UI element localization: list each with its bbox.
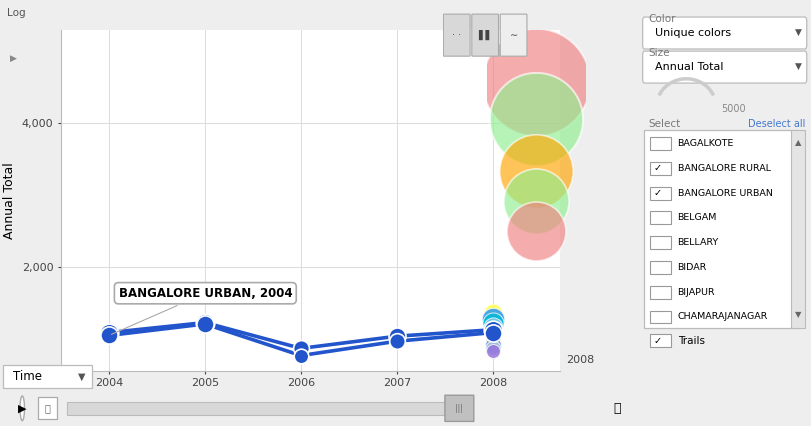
Text: ▶: ▶ xyxy=(18,403,27,413)
Point xyxy=(198,319,211,326)
Text: BIDAR: BIDAR xyxy=(676,263,706,272)
Text: CHAMARAJANAGAR: CHAMARAJANAGAR xyxy=(676,312,767,322)
Point xyxy=(486,326,499,333)
Point xyxy=(486,327,499,334)
Circle shape xyxy=(20,396,24,421)
Text: BELLARY: BELLARY xyxy=(676,238,718,247)
FancyBboxPatch shape xyxy=(500,14,526,56)
Text: ✓: ✓ xyxy=(653,336,661,346)
Text: ▌▌: ▌▌ xyxy=(477,30,492,40)
Point xyxy=(294,345,307,352)
FancyBboxPatch shape xyxy=(649,286,670,299)
Point xyxy=(294,352,307,359)
Point xyxy=(486,339,499,345)
Text: BANGALORE URBAN, 2004: BANGALORE URBAN, 2004 xyxy=(111,287,292,334)
Text: Time: Time xyxy=(13,370,41,383)
Text: BELGAM: BELGAM xyxy=(676,213,716,222)
Point xyxy=(486,333,499,340)
Point xyxy=(529,227,542,234)
Text: 5000: 5000 xyxy=(720,104,744,114)
Text: BAGALKOTE: BAGALKOTE xyxy=(676,139,733,148)
FancyBboxPatch shape xyxy=(649,311,670,323)
Text: Unique colors: Unique colors xyxy=(654,28,730,38)
Point xyxy=(486,348,499,355)
Point xyxy=(486,310,499,317)
Point xyxy=(529,116,542,123)
Point xyxy=(102,329,115,336)
Text: Size: Size xyxy=(647,48,668,58)
FancyBboxPatch shape xyxy=(471,14,498,56)
Text: ▲: ▲ xyxy=(794,138,800,147)
Text: ▼: ▼ xyxy=(794,311,800,320)
FancyBboxPatch shape xyxy=(649,187,670,199)
Point xyxy=(390,338,403,345)
Text: Deselect all: Deselect all xyxy=(747,118,804,129)
Text: Trails: Trails xyxy=(676,336,704,346)
Text: Log: Log xyxy=(6,8,25,18)
Text: BIJAPUR: BIJAPUR xyxy=(676,288,714,296)
Text: ⏭: ⏭ xyxy=(45,403,50,413)
FancyBboxPatch shape xyxy=(649,334,670,347)
Point xyxy=(390,333,403,340)
FancyBboxPatch shape xyxy=(3,365,92,389)
Text: ▶: ▶ xyxy=(10,54,17,63)
Point xyxy=(529,78,542,85)
FancyBboxPatch shape xyxy=(649,236,670,249)
Text: 2008: 2008 xyxy=(565,355,593,365)
Point xyxy=(486,323,499,330)
Text: ✓: ✓ xyxy=(653,188,661,198)
Text: Color: Color xyxy=(647,14,675,24)
Point xyxy=(486,316,499,322)
Point xyxy=(486,320,499,327)
FancyBboxPatch shape xyxy=(649,211,670,224)
Text: |||: ||| xyxy=(455,404,463,413)
FancyBboxPatch shape xyxy=(642,51,806,83)
FancyBboxPatch shape xyxy=(443,14,470,56)
Text: Annual Total: Annual Total xyxy=(654,62,723,72)
FancyBboxPatch shape xyxy=(644,130,797,328)
Text: ▼: ▼ xyxy=(794,28,800,37)
Text: ▼: ▼ xyxy=(78,372,86,382)
Point xyxy=(486,330,499,337)
Point xyxy=(529,198,542,204)
Text: BANGALORE RURAL: BANGALORE RURAL xyxy=(676,164,770,173)
Point xyxy=(486,345,499,351)
FancyBboxPatch shape xyxy=(67,402,467,414)
Point xyxy=(486,336,499,343)
Text: Select: Select xyxy=(647,118,680,129)
Point xyxy=(486,342,499,348)
Text: 🔧: 🔧 xyxy=(612,402,620,415)
Point xyxy=(486,329,499,336)
FancyBboxPatch shape xyxy=(444,395,473,421)
FancyBboxPatch shape xyxy=(38,397,58,419)
Point xyxy=(198,321,211,328)
Text: ∼: ∼ xyxy=(508,30,517,40)
Text: ▼: ▼ xyxy=(794,62,800,72)
FancyBboxPatch shape xyxy=(649,162,670,175)
Point xyxy=(529,168,542,175)
Point xyxy=(102,332,115,339)
Text: · ·: · · xyxy=(452,30,461,40)
FancyBboxPatch shape xyxy=(790,130,804,328)
Text: BANGALORE URBAN: BANGALORE URBAN xyxy=(676,189,771,198)
FancyBboxPatch shape xyxy=(649,261,670,274)
FancyBboxPatch shape xyxy=(649,137,670,150)
Y-axis label: Annual Total: Annual Total xyxy=(3,162,16,239)
Text: ✓: ✓ xyxy=(653,163,661,173)
FancyBboxPatch shape xyxy=(642,17,806,49)
